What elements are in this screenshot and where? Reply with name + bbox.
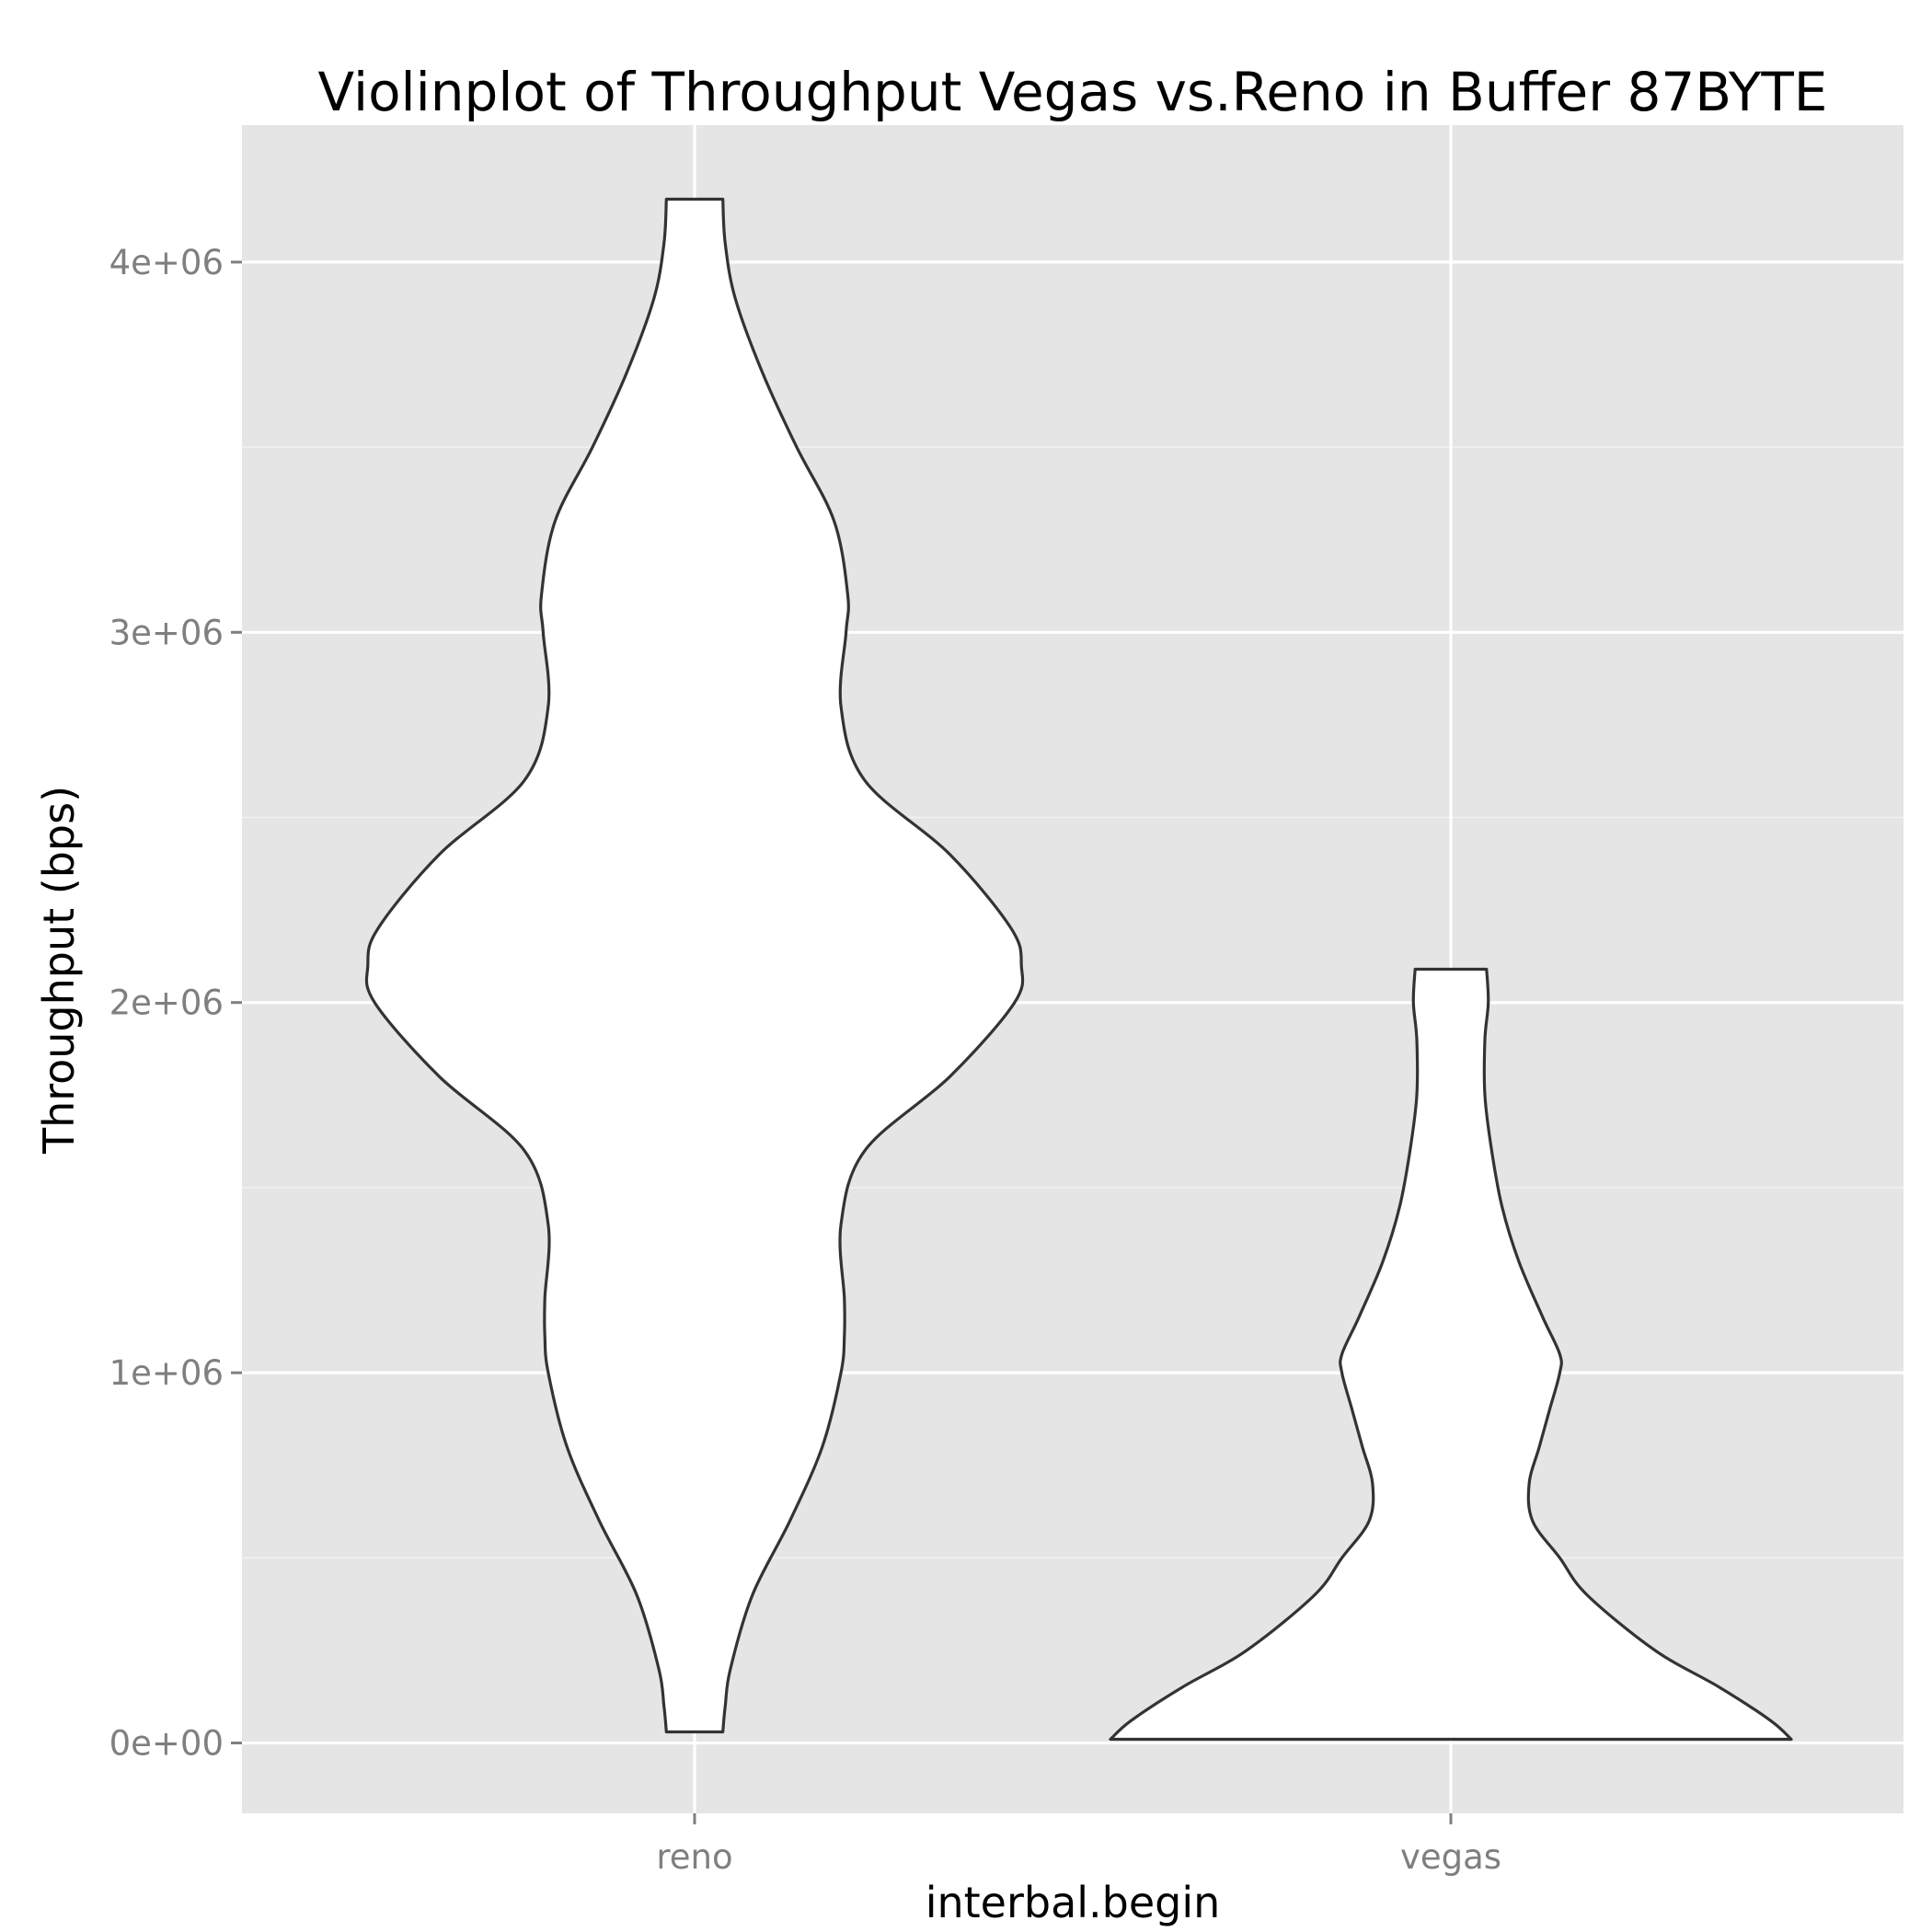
violin-vegas	[1109, 967, 1793, 1742]
y-tick-label: 2e+06	[109, 983, 224, 1023]
x-tick-label: vegas	[1400, 1837, 1501, 1877]
chart-title: Violinplot of Throughput Vegas vs.Reno i…	[318, 61, 1828, 123]
y-tick-label: 4e+06	[109, 243, 224, 282]
violin-reno	[364, 197, 1025, 1734]
y-tick-label: 3e+06	[109, 613, 224, 652]
y-axis: 0e+00 1e+06 2e+06 3e+06 4e+06	[109, 243, 242, 1764]
x-tick-label: reno	[656, 1837, 732, 1877]
y-axis-title: Throughput (bps)	[34, 786, 84, 1155]
x-axis-title: interbal.begin	[926, 1878, 1221, 1927]
x-axis: reno vegas	[656, 1813, 1501, 1877]
y-tick-label: 0e+00	[109, 1724, 224, 1764]
violins	[364, 197, 1793, 1742]
y-tick-label: 1e+06	[109, 1353, 224, 1393]
